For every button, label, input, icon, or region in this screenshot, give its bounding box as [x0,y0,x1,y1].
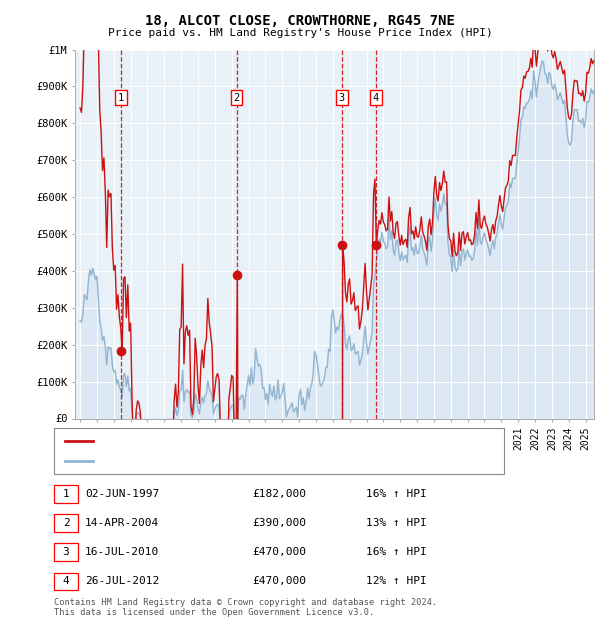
Text: £470,000: £470,000 [252,576,306,587]
Text: £470,000: £470,000 [252,547,306,557]
Text: 26-JUL-2012: 26-JUL-2012 [85,576,160,587]
Text: 3: 3 [62,547,70,557]
Text: 16% ↑ HPI: 16% ↑ HPI [366,547,427,557]
Text: 4: 4 [373,92,379,102]
Text: 4: 4 [62,576,70,587]
Text: 1: 1 [118,92,124,102]
Text: 2: 2 [62,518,70,528]
Text: Price paid vs. HM Land Registry's House Price Index (HPI): Price paid vs. HM Land Registry's House … [107,28,493,38]
Text: HPI: Average price, detached house, Bracknell Forest: HPI: Average price, detached house, Brac… [97,456,422,466]
Text: 3: 3 [339,92,345,102]
Text: 02-JUN-1997: 02-JUN-1997 [85,489,160,499]
Text: £182,000: £182,000 [252,489,306,499]
Text: Contains HM Land Registry data © Crown copyright and database right 2024.
This d: Contains HM Land Registry data © Crown c… [54,598,437,617]
Text: 14-APR-2004: 14-APR-2004 [85,518,160,528]
Text: 16-JUL-2010: 16-JUL-2010 [85,547,160,557]
Text: 12% ↑ HPI: 12% ↑ HPI [366,576,427,587]
Text: 1: 1 [62,489,70,499]
Text: 2: 2 [233,92,240,102]
Text: 16% ↑ HPI: 16% ↑ HPI [366,489,427,499]
Text: 18, ALCOT CLOSE, CROWTHORNE, RG45 7NE: 18, ALCOT CLOSE, CROWTHORNE, RG45 7NE [145,14,455,28]
Text: 18, ALCOT CLOSE, CROWTHORNE, RG45 7NE (detached house): 18, ALCOT CLOSE, CROWTHORNE, RG45 7NE (d… [97,436,434,446]
Text: £390,000: £390,000 [252,518,306,528]
Text: 13% ↑ HPI: 13% ↑ HPI [366,518,427,528]
